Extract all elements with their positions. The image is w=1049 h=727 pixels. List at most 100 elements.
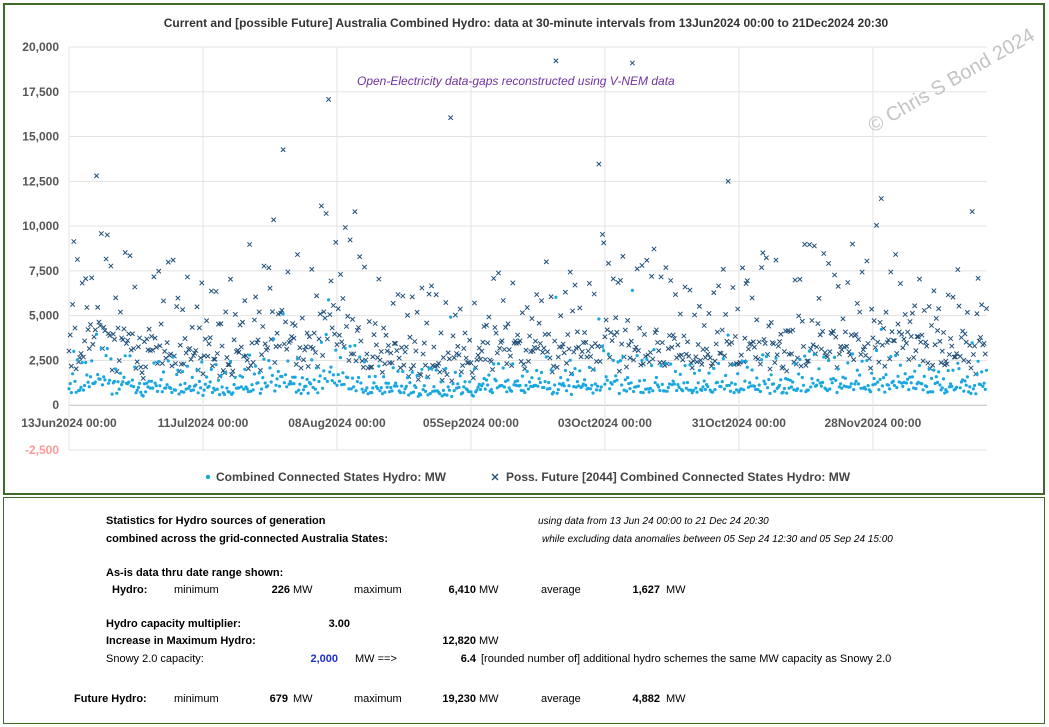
current-point <box>316 391 320 395</box>
future-point <box>96 319 102 325</box>
current-point <box>401 369 405 374</box>
current-point <box>510 389 514 393</box>
current-point <box>978 383 983 387</box>
current-point <box>758 389 763 394</box>
future-point <box>827 349 833 355</box>
future-point <box>540 349 546 355</box>
future-point <box>164 340 170 346</box>
current-point <box>961 378 965 382</box>
current-point <box>392 384 396 388</box>
future-point <box>681 333 687 339</box>
future-point <box>280 147 286 153</box>
current-point <box>841 375 845 379</box>
current-point <box>350 376 355 380</box>
current-point <box>134 391 138 395</box>
current-point <box>754 387 758 391</box>
current-point <box>693 371 697 375</box>
current-point <box>645 357 649 361</box>
future-point <box>400 293 406 299</box>
x-tick-label: 11Jul2024 00:00 <box>158 416 249 430</box>
future-point <box>323 210 329 217</box>
future-point <box>865 340 871 347</box>
current-point <box>563 368 568 373</box>
future-point <box>122 250 128 256</box>
future-point <box>274 330 280 336</box>
current-point <box>321 386 325 390</box>
future-point <box>376 276 382 282</box>
current-point <box>258 391 262 395</box>
current-point <box>594 388 599 392</box>
current-point <box>711 390 715 394</box>
current-point <box>514 383 518 387</box>
current-point <box>248 353 252 357</box>
future-max-label: maximum <box>354 693 402 705</box>
chart-legend: Combined Connected States Hydro: MW Poss… <box>205 470 851 484</box>
future-point <box>644 257 650 263</box>
future-point <box>360 364 366 370</box>
current-point <box>238 374 242 378</box>
current-point <box>555 391 559 395</box>
future-point <box>388 350 394 356</box>
future-point <box>774 352 780 358</box>
current-point <box>90 359 94 363</box>
future-point <box>878 196 884 202</box>
future-point <box>972 343 978 349</box>
current-point <box>539 370 544 375</box>
schemes-value: 6.4 <box>460 653 476 665</box>
future-point <box>306 334 312 340</box>
future-point <box>701 322 707 329</box>
current-point <box>149 379 154 383</box>
future-point <box>254 340 260 346</box>
future-point <box>903 340 909 346</box>
future-point <box>123 340 129 346</box>
current-point <box>635 354 639 358</box>
future-point <box>372 320 378 327</box>
future-point <box>811 243 817 249</box>
current-point <box>482 376 486 381</box>
future-point <box>895 321 901 327</box>
current-point <box>556 388 560 392</box>
current-point <box>672 382 676 386</box>
current-point <box>405 376 410 380</box>
future-point <box>546 331 552 337</box>
future-point <box>778 331 784 337</box>
future-point <box>889 329 895 335</box>
current-point <box>275 377 279 381</box>
current-point <box>785 391 789 395</box>
current-point <box>245 387 249 391</box>
future-point <box>905 329 911 335</box>
current-point <box>133 365 137 369</box>
current-point <box>423 389 428 393</box>
future-point <box>610 276 616 282</box>
current-point <box>185 364 189 368</box>
future-point <box>421 340 427 346</box>
current-point <box>360 387 364 391</box>
future-point <box>247 241 253 248</box>
future-point <box>298 365 304 371</box>
future-point <box>617 277 624 283</box>
future-point <box>90 341 96 347</box>
future-point <box>599 231 606 237</box>
current-point <box>153 381 157 385</box>
current-point <box>283 373 288 377</box>
current-point <box>622 388 626 392</box>
current-point <box>477 382 481 386</box>
current-point <box>537 377 541 381</box>
current-point <box>114 367 118 371</box>
future-point <box>394 348 400 354</box>
future-point <box>897 281 903 287</box>
current-point <box>195 368 199 372</box>
future-point <box>107 333 113 339</box>
future-point <box>225 362 231 368</box>
future-point <box>616 368 622 374</box>
future-point <box>413 348 419 354</box>
current-point <box>811 381 815 385</box>
future-point <box>379 369 385 375</box>
current-point <box>712 366 716 371</box>
future-point <box>928 322 935 329</box>
current-point <box>71 372 75 376</box>
current-point <box>732 391 736 395</box>
current-point <box>902 380 906 384</box>
current-point <box>842 384 846 388</box>
future-point <box>303 344 309 350</box>
